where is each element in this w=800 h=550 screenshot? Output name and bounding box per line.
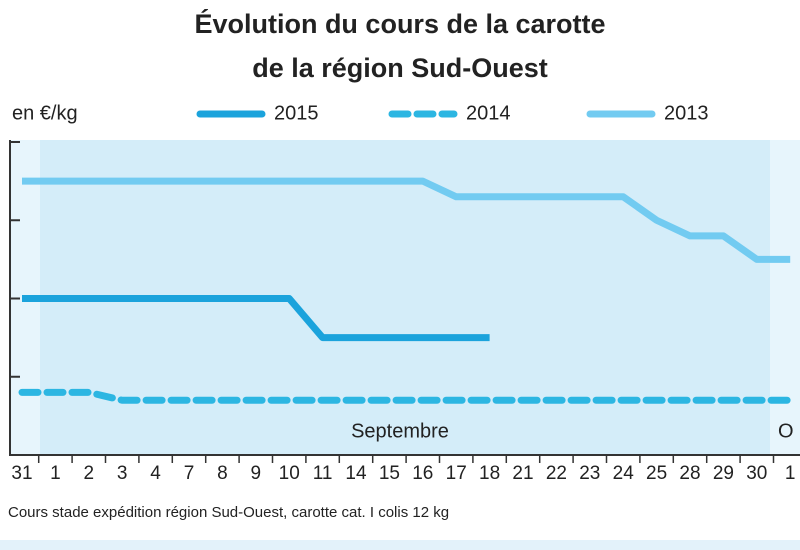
y-axis-label: en €/kg xyxy=(12,102,78,124)
x-tick-label: 18 xyxy=(479,463,500,484)
x-tick-label: 9 xyxy=(251,463,262,484)
x-tick-label: 30 xyxy=(746,463,767,484)
source-note: Cours stade expédition région Sud-Ouest,… xyxy=(8,504,449,521)
x-tick-label: 25 xyxy=(646,463,667,484)
footer-band xyxy=(0,540,800,550)
x-tick-label: 1 xyxy=(785,463,796,484)
series-line xyxy=(18,388,794,404)
chart-title: Évolution du cours de la carotte xyxy=(194,8,605,39)
month-band xyxy=(770,140,800,455)
x-tick-label: 29 xyxy=(713,463,734,484)
x-tick-label: 31 xyxy=(11,463,32,484)
x-tick-label: 16 xyxy=(412,463,433,484)
legend-label: 2015 xyxy=(274,102,319,124)
x-tick-label: 8 xyxy=(217,463,228,484)
chart-title: de la région Sud-Ouest xyxy=(252,53,548,83)
x-tick-label: 21 xyxy=(512,463,533,484)
x-tick-label: 7 xyxy=(184,463,195,484)
x-tick-label: 24 xyxy=(613,463,635,484)
x-tick-label: 1 xyxy=(50,463,61,484)
x-tick-label: 17 xyxy=(446,463,467,484)
legend-label: 2014 xyxy=(466,102,511,124)
x-tick-label: 11 xyxy=(313,463,333,484)
series-line xyxy=(22,177,791,263)
x-tick-label: 4 xyxy=(150,463,161,484)
x-tick-label: 22 xyxy=(546,463,567,484)
x-tick-label: 14 xyxy=(345,463,367,484)
series-line xyxy=(22,295,490,342)
x-tick-label: 10 xyxy=(279,463,300,484)
x-tick-label: 15 xyxy=(379,463,400,484)
x-tick-label: 23 xyxy=(579,463,600,484)
x-tick-label: 2 xyxy=(84,463,95,484)
annotation: Septembre xyxy=(351,420,449,442)
x-tick-label: 3 xyxy=(117,463,128,484)
annotation: O xyxy=(778,420,794,442)
legend-label: 2013 xyxy=(664,102,709,124)
x-tick-label: 28 xyxy=(679,463,700,484)
plot-lines xyxy=(18,177,794,404)
